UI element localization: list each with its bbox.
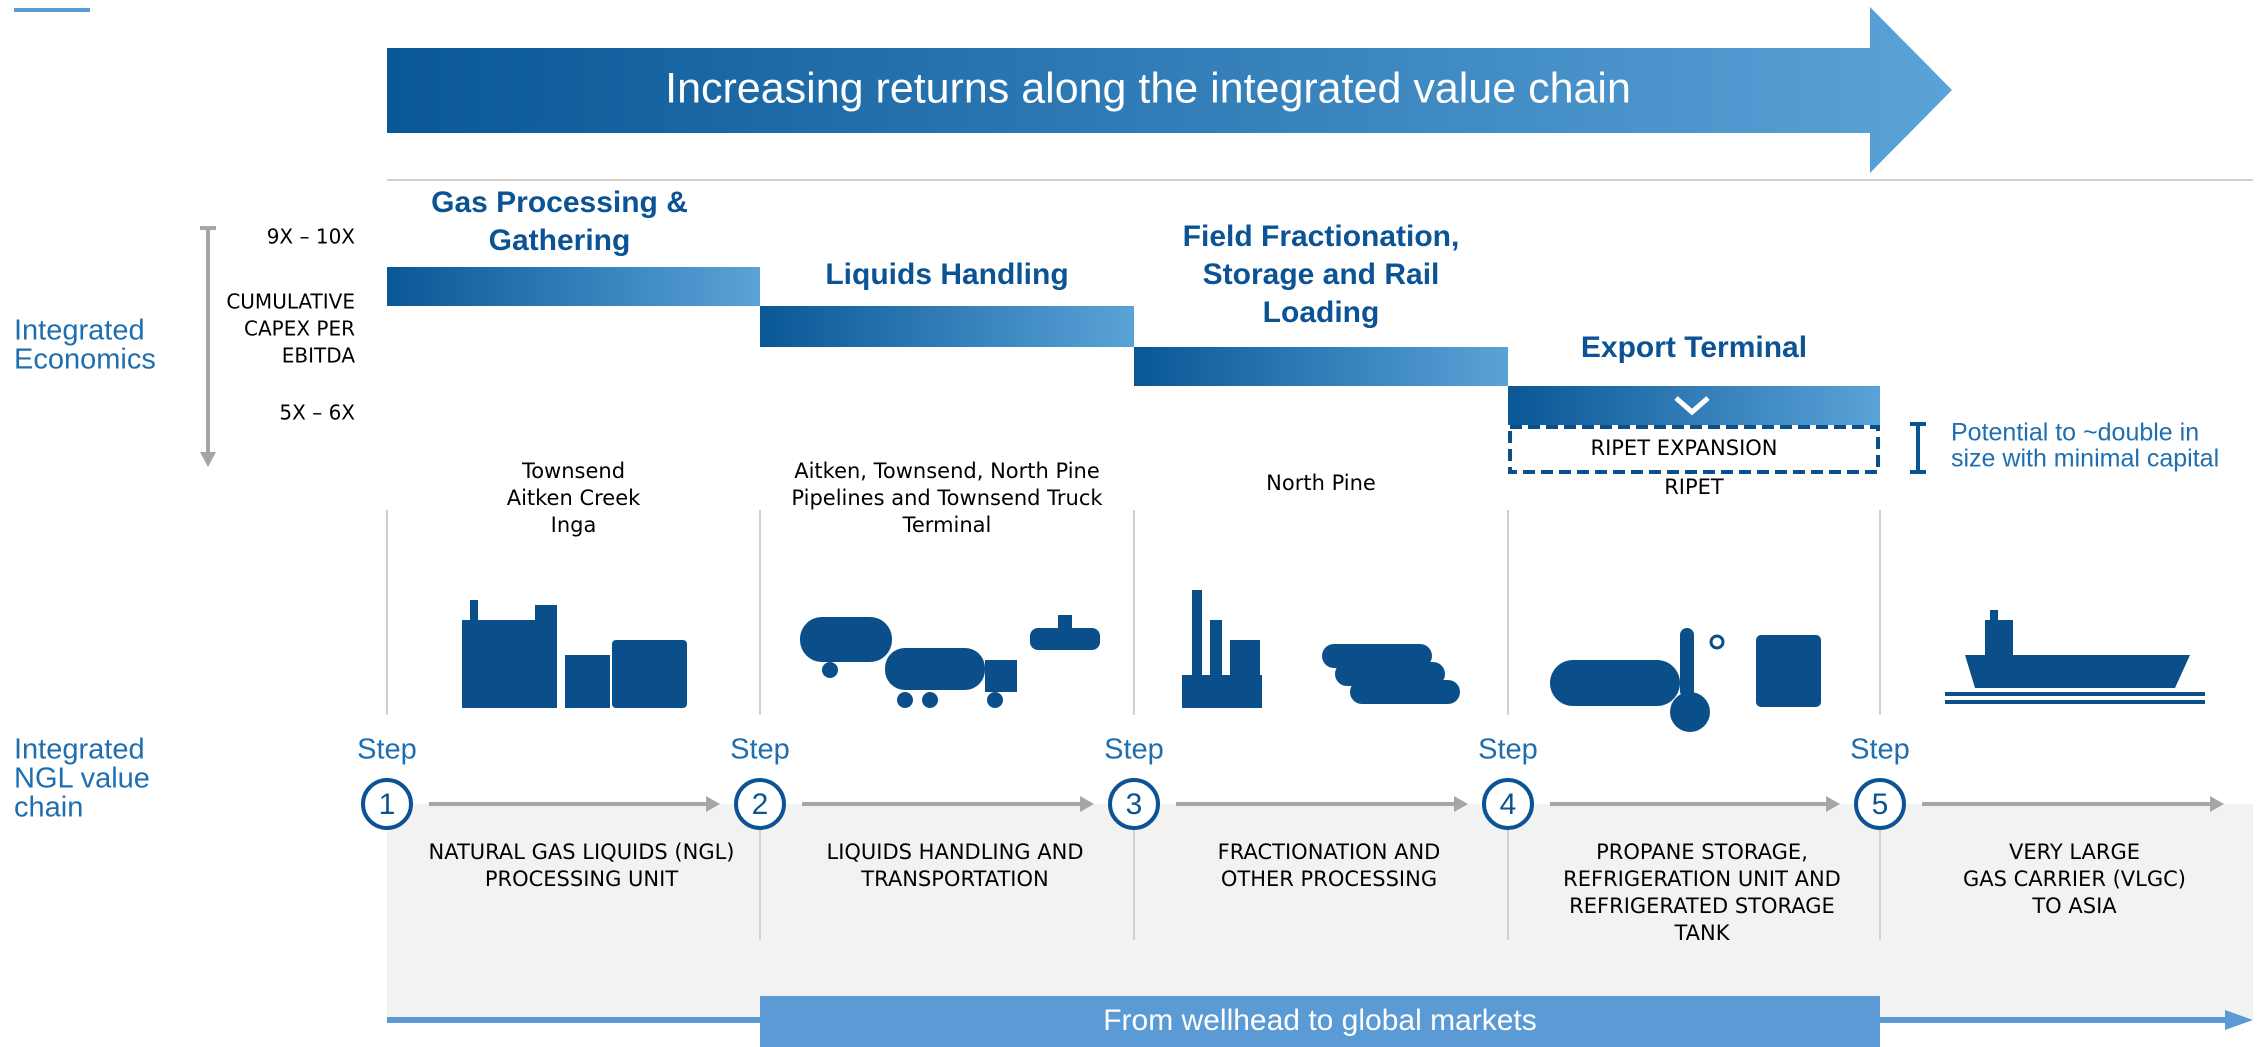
stage-title: Field Fractionation,: [1183, 220, 1460, 253]
banner-title: Increasing returns along the integrated …: [665, 64, 1631, 112]
stage-title: Storage and Rail: [1203, 258, 1440, 291]
chain-label: NGL value: [14, 763, 150, 795]
economics-metric: CUMULATIVE: [226, 290, 355, 314]
economics-low: 5X – 6X: [279, 401, 355, 425]
economics-metric: CAPEX PER: [244, 317, 355, 341]
icon-gas-plant: [462, 600, 687, 708]
step-description: VERY LARGE: [2009, 840, 2140, 864]
expansion-bracket: [1910, 424, 1926, 472]
expansion-note: Potential to ~double in: [1951, 419, 2199, 447]
stage-location: Inga: [551, 513, 597, 537]
stage-location: Aitken Creek: [507, 486, 641, 510]
stage-location: Aitken, Townsend, North Pine: [794, 459, 1100, 483]
step-description: TANK: [1673, 921, 1730, 945]
step-description: PROCESSING UNIT: [485, 867, 678, 891]
step-description: NATURAL GAS LIQUIDS (NGL): [429, 840, 735, 864]
icon-storage: [1550, 628, 1821, 732]
stage-title: Gathering: [489, 224, 631, 257]
step-number: 1: [379, 788, 396, 821]
economics-label: Integrated: [14, 315, 145, 347]
stage-bar: [387, 267, 760, 306]
stage-bar: [1508, 386, 1880, 425]
economics-scale: [200, 228, 216, 467]
step-word: Step: [1104, 734, 1164, 766]
stage-location: North Pine: [1266, 471, 1376, 495]
description-panel: [387, 804, 2253, 1019]
stage-location: Pipelines and Townsend Truck: [791, 486, 1103, 510]
stage-title: Gas Processing &: [431, 186, 688, 219]
stage-location: Terminal: [902, 513, 992, 537]
step-word: Step: [730, 734, 790, 766]
step-description: GAS CARRIER (VLGC): [1963, 867, 2186, 891]
page: { "header": {"title": "Increasing return…: [0, 0, 2264, 1047]
step-description: LIQUIDS HANDLING AND: [827, 840, 1084, 864]
step-description: FRACTIONATION AND: [1218, 840, 1441, 864]
step-description: REFRIGERATED STORAGE: [1569, 894, 1835, 918]
step-number: 4: [1500, 788, 1517, 821]
stage-title: Loading: [1263, 296, 1380, 329]
icon-trucks: [800, 615, 1100, 708]
stage-title: Liquids Handling: [825, 258, 1068, 291]
economics-label: Economics: [14, 344, 156, 376]
step-number: 5: [1872, 788, 1889, 821]
step-number: 3: [1126, 788, 1143, 821]
diagram: Increasing returns along the integrated …: [0, 0, 2264, 1047]
chain-label: chain: [14, 792, 83, 824]
step-number: 2: [752, 788, 769, 821]
stage-location: RIPET: [1664, 475, 1724, 499]
step-word: Step: [1478, 734, 1538, 766]
footer-text: From wellhead to global markets: [1103, 1004, 1537, 1037]
stage-bar: [760, 306, 1134, 347]
expansion-note: size with minimal capital: [1951, 445, 2219, 473]
step-description: TRANSPORTATION: [860, 867, 1048, 891]
step-description: PROPANE STORAGE,: [1596, 840, 1808, 864]
stage-title: Export Terminal: [1581, 331, 1807, 364]
icon-refinery: [1182, 590, 1460, 708]
icon-ship: [1945, 610, 2205, 704]
stage-bar: [1134, 347, 1508, 386]
economics-high: 9X – 10X: [267, 225, 356, 249]
step-word: Step: [357, 734, 417, 766]
step-description: REFRIGERATION UNIT AND: [1563, 867, 1841, 891]
stage-location: Townsend: [521, 459, 625, 483]
expansion-label: RIPET EXPANSION: [1590, 436, 1777, 460]
step-description: TO ASIA: [2031, 894, 2117, 918]
chain-label: Integrated: [14, 734, 145, 766]
step-description: OTHER PROCESSING: [1221, 867, 1437, 891]
step-word: Step: [1850, 734, 1910, 766]
economics-metric: EBITDA: [282, 344, 356, 368]
